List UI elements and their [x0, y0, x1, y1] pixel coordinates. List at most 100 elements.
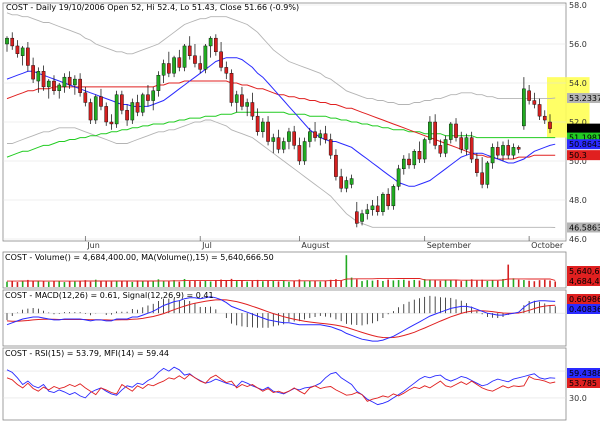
candle [495, 141, 500, 160]
volume-bar [126, 280, 128, 287]
candle-body [537, 104, 542, 117]
mfi-tag-bg [567, 368, 600, 378]
signal-tag: 0.408362 [567, 304, 600, 314]
candle [214, 34, 218, 56]
candle [172, 55, 176, 78]
volume-bar [413, 279, 416, 287]
volume-bar [554, 281, 557, 287]
candle-body [527, 90, 531, 101]
candle [255, 108, 260, 136]
volume-bar [387, 279, 389, 287]
volume-bar [162, 280, 165, 287]
candle [292, 125, 296, 150]
candle [130, 98, 135, 124]
volume-bar [298, 279, 301, 287]
candle-body [475, 158, 479, 173]
candle [401, 155, 406, 175]
volume-bar [262, 281, 264, 287]
macd-panel-frame [2, 289, 567, 347]
macd-lines [6, 296, 556, 342]
candle-body [323, 133, 328, 140]
candle [302, 137, 307, 165]
candle-body [62, 76, 67, 88]
volume-bar [444, 280, 447, 287]
candle-body [57, 84, 62, 91]
candle [438, 139, 443, 158]
signal-tag-text: 0.408362 [569, 305, 600, 314]
candle-body [480, 172, 484, 185]
volume-bar [183, 278, 186, 287]
volume-bar [350, 277, 353, 287]
volume-bar [340, 280, 342, 287]
candle-body [146, 94, 150, 101]
price-value-tag-text: 50.8643 [569, 140, 600, 149]
volume-bar [335, 279, 337, 287]
candle-body [15, 45, 20, 54]
candle-body [318, 133, 323, 138]
price-value-tag-bg [567, 132, 600, 143]
candle [516, 145, 521, 154]
volume-bar [371, 280, 374, 287]
candle-body [198, 63, 203, 70]
candle-body [448, 123, 453, 140]
candle-body [151, 90, 156, 101]
candle-body [46, 80, 51, 88]
candle-body [31, 65, 35, 80]
rsi-title: COST - RSI(15) = 53.79, MFI(14) = 59.44 [5, 349, 169, 358]
volume-bar [199, 281, 201, 287]
candle [36, 67, 41, 93]
candle-body [261, 121, 265, 132]
candle-body [328, 139, 333, 156]
ma-short-line [6, 57, 556, 187]
volume-bar [89, 281, 92, 287]
candle-body [281, 141, 286, 150]
rsi-mfi-lines [6, 366, 556, 406]
candle [433, 114, 437, 150]
volume-bar [32, 280, 34, 287]
rsi-tag-bg [567, 378, 600, 388]
candle [41, 65, 46, 91]
candle-body [375, 205, 380, 212]
candle-body [334, 154, 338, 177]
volume-bar [194, 280, 196, 287]
mfi-tag: 59.4388 [567, 368, 600, 378]
volume-ma-tag: 5,640,66 [567, 266, 600, 276]
volume-bar [481, 279, 483, 287]
candle [412, 149, 417, 169]
volume-bar [439, 280, 442, 287]
candle [151, 86, 156, 111]
candle [245, 98, 249, 117]
candle [537, 98, 542, 121]
candle-body [469, 137, 474, 160]
volume-bar [549, 280, 551, 287]
volume-bar [397, 280, 400, 287]
candle-body [271, 137, 276, 142]
volume-bar [74, 281, 76, 287]
candle-body [412, 151, 417, 166]
volume-bar [455, 280, 457, 287]
candle [161, 59, 166, 83]
volume-bar [324, 280, 327, 287]
price-y-tick-label: 50.0 [569, 157, 587, 166]
candle-body [26, 47, 30, 66]
volume-bar [293, 280, 295, 287]
volume-bar [173, 280, 175, 287]
candle-body [245, 102, 249, 107]
candle-body [391, 186, 396, 207]
candle-body [203, 45, 208, 70]
price-y-tick-label: 56.0 [569, 40, 587, 49]
candle-body [485, 162, 490, 185]
price-value-tag-text: 53.2337 [569, 94, 600, 103]
volume-bar [136, 280, 139, 287]
candle-body [511, 147, 516, 156]
candle-body [161, 63, 166, 76]
volume-bar [47, 281, 50, 287]
candle [177, 49, 182, 72]
candle [318, 129, 323, 146]
candle [386, 188, 390, 210]
candle-body [422, 139, 427, 160]
volume-bar [470, 279, 473, 287]
candle [506, 139, 511, 160]
